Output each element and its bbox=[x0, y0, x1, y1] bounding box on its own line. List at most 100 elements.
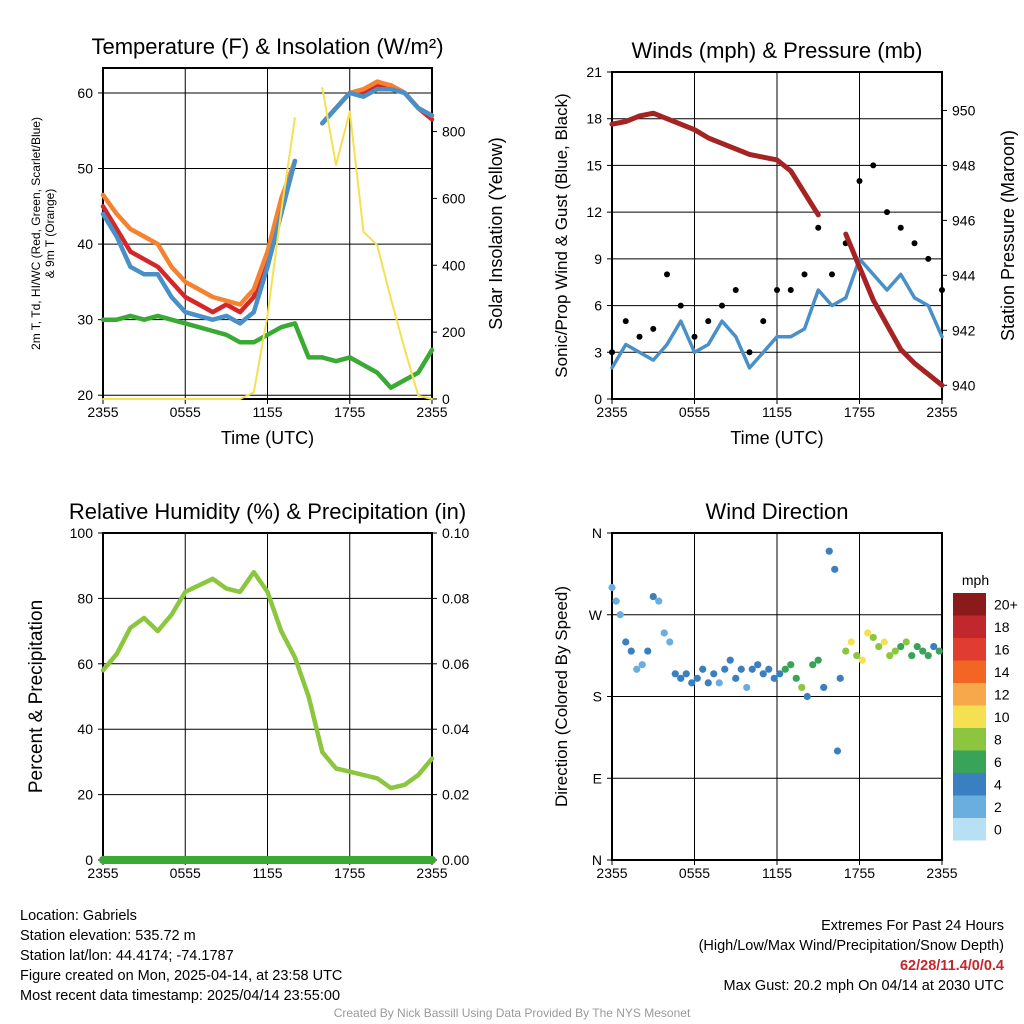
direction-point bbox=[666, 638, 674, 646]
direction-point bbox=[693, 674, 701, 682]
gust-point bbox=[829, 271, 835, 278]
y-tick-label: 9 bbox=[594, 251, 602, 267]
direction-point bbox=[776, 670, 784, 678]
x-tick-label: 1755 bbox=[844, 404, 875, 420]
direction-point bbox=[847, 638, 855, 646]
gust-point bbox=[870, 162, 877, 169]
direction-point bbox=[638, 661, 646, 669]
x-tick-label: 2355 bbox=[926, 865, 957, 881]
gust-point bbox=[622, 318, 629, 325]
legend-label: 18 bbox=[994, 619, 1010, 635]
y2-tick-label: 948 bbox=[952, 157, 976, 173]
direction-point bbox=[814, 656, 822, 664]
station-elevation: Station elevation: 535.72 m bbox=[20, 928, 196, 944]
direction-point bbox=[869, 633, 877, 642]
legend-label: 0 bbox=[994, 821, 1002, 837]
direction-point bbox=[886, 652, 894, 660]
direction-point bbox=[787, 661, 795, 669]
direction-point bbox=[858, 656, 866, 664]
gust-point bbox=[815, 224, 822, 231]
legend-label: 14 bbox=[994, 664, 1010, 680]
panel-title: Winds (mph) & Pressure (mb) bbox=[632, 38, 923, 63]
direction-point bbox=[608, 583, 616, 592]
direction-point bbox=[726, 656, 734, 664]
y2-tick-label: 942 bbox=[952, 322, 976, 338]
y-tick-label: W bbox=[589, 607, 603, 623]
direction-point bbox=[699, 665, 707, 673]
station-info: Location: Gabriels Station elevation: 53… bbox=[20, 906, 342, 1006]
legend-title: mph bbox=[962, 572, 989, 588]
y-axis-label-line2: & 9m T (Orange) bbox=[43, 189, 57, 279]
legend-label: 10 bbox=[994, 709, 1010, 725]
y-axis-label-group: Percent & Precipitation bbox=[26, 600, 47, 793]
direction-point bbox=[833, 747, 842, 755]
y-axis-label: Sonic/Prop Wind & Gust (Blue, Black) bbox=[552, 93, 571, 377]
legend-label: 2 bbox=[994, 799, 1002, 815]
gust-point bbox=[650, 325, 657, 332]
y-axis-label-line1: 2m T, Td, HI/WC (Red, Green, Scarlet/Blu… bbox=[29, 117, 43, 350]
y2-tick-label: 0.10 bbox=[442, 525, 469, 541]
gust-point bbox=[719, 302, 725, 309]
extremes-values: 62/28/11.4/0/0.4 bbox=[899, 958, 1004, 974]
direction-point bbox=[809, 661, 817, 669]
legend-swatch bbox=[953, 593, 986, 616]
plot-frame bbox=[611, 532, 943, 861]
direction-point bbox=[649, 592, 657, 601]
y2-axis-label-group: Station Pressure (Maroon) bbox=[998, 130, 1018, 341]
x-tick-label: 0555 bbox=[679, 404, 710, 420]
y-tick-label: 40 bbox=[77, 236, 93, 252]
x-tick-label: 0555 bbox=[679, 865, 710, 881]
y-tick-label: 3 bbox=[594, 344, 602, 360]
x-axis-label: Time (UTC) bbox=[730, 428, 823, 448]
gust-point bbox=[705, 318, 712, 325]
direction-point bbox=[825, 547, 833, 555]
x-tick-label: 1755 bbox=[334, 865, 365, 881]
y2-axis-label: Solar Insolation (Yellow) bbox=[486, 137, 506, 329]
y2-tick-label: 800 bbox=[442, 124, 466, 140]
legend-label: 20+ bbox=[994, 596, 1018, 612]
y-tick-label: 20 bbox=[77, 387, 93, 403]
y-tick-label: 12 bbox=[586, 204, 602, 220]
series-line-5 bbox=[102, 87, 433, 400]
gust-point bbox=[884, 209, 890, 216]
recent-timestamp: Most recent data timestamp: 2025/04/14 2… bbox=[20, 988, 341, 1004]
figure-created: Figure created on Mon, 2025-04-14, at 23… bbox=[20, 968, 343, 984]
x-tick-label: 0555 bbox=[170, 404, 201, 420]
x-tick-label: 2355 bbox=[596, 865, 627, 881]
direction-point bbox=[633, 665, 641, 673]
gust-point bbox=[787, 287, 794, 293]
direction-point bbox=[612, 597, 620, 605]
gust-point bbox=[732, 287, 739, 293]
y-tick-label: 80 bbox=[77, 590, 93, 606]
y-tick-label: 30 bbox=[77, 312, 93, 328]
y-tick-label: 21 bbox=[586, 64, 602, 80]
y-tick-label: 0 bbox=[85, 852, 93, 868]
direction-point bbox=[792, 674, 800, 682]
direction-point bbox=[743, 683, 751, 692]
y2-tick-label: 944 bbox=[952, 267, 976, 283]
direction-point bbox=[655, 597, 663, 605]
direction-point bbox=[682, 670, 690, 678]
legend-swatch bbox=[953, 818, 986, 841]
y-axis-label: 2m T, Td, HI/WC (Red, Green, Scarlet/Blu… bbox=[29, 117, 57, 350]
x-tick-label: 2355 bbox=[416, 865, 447, 881]
gust-point bbox=[856, 178, 863, 184]
y2-tick-label: 0.04 bbox=[442, 721, 469, 737]
panel-2: Winds (mph) & Pressure (mb) 2355 0555 1155 1… bbox=[552, 38, 1018, 448]
x-tick-label: 1755 bbox=[334, 404, 365, 420]
x-tick-label: 0555 bbox=[170, 865, 201, 881]
y-axis-label: Direction (Colored By Speed) bbox=[552, 586, 571, 807]
direction-point bbox=[721, 665, 729, 673]
y-axis-label: Percent & Precipitation bbox=[26, 600, 47, 793]
gust-point bbox=[664, 271, 670, 278]
direction-point bbox=[930, 642, 938, 651]
direction-point bbox=[875, 642, 883, 651]
direction-point bbox=[781, 665, 789, 673]
y-tick-label: 60 bbox=[77, 85, 93, 101]
credit-line: Created By Nick Bassill Using Data Provi… bbox=[333, 1006, 691, 1020]
direction-point bbox=[732, 674, 740, 682]
direction-point bbox=[853, 652, 861, 660]
panel-3: Relative Humidity (%) & Precipitation (i… bbox=[26, 499, 469, 881]
y2-axis-label-group: Solar Insolation (Yellow) bbox=[486, 137, 506, 329]
